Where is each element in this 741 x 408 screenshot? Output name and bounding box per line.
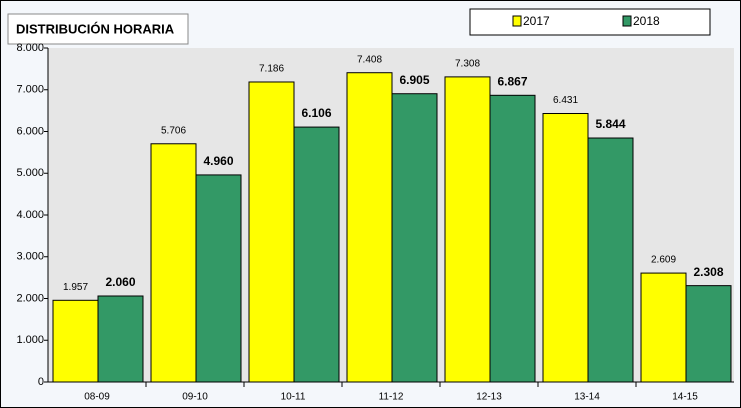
bar (293, 126, 340, 383)
value-label: 7.408 (357, 54, 382, 65)
legend-label: 2017 (523, 14, 550, 28)
x-tick-label: 10-11 (281, 392, 306, 403)
legend-swatch (622, 15, 632, 27)
x-tick-label: 11-12 (379, 392, 404, 403)
value-label: 7.186 (259, 64, 284, 75)
bar (346, 72, 393, 383)
bar (489, 94, 536, 383)
bar (542, 113, 589, 383)
y-tick-label: 6.000 (16, 125, 44, 137)
x-tick-label: 13-14 (574, 392, 600, 403)
legend-label: 2018 (633, 14, 660, 28)
value-label: 2.060 (105, 275, 135, 289)
value-label: 6.431 (553, 95, 578, 106)
y-tick-label: 0 (38, 376, 44, 388)
y-tick-label: 3.000 (16, 251, 44, 263)
bar (391, 93, 438, 383)
value-label: 1.957 (63, 282, 88, 293)
x-tick-label: 08-09 (84, 392, 110, 403)
x-tick-label: 09-10 (182, 392, 208, 403)
y-tick-label: 8.000 (16, 42, 44, 54)
title-box (7, 13, 189, 45)
chart-title: DISTRIBUCIÓN HORARIA (16, 21, 175, 36)
bar (587, 137, 634, 383)
bar (52, 299, 99, 383)
bar (640, 272, 687, 383)
bar (97, 295, 144, 383)
bar (150, 143, 197, 383)
value-label: 5.706 (161, 125, 186, 136)
value-label: 6.867 (497, 74, 527, 88)
value-label: 4.960 (203, 154, 233, 168)
legend-box (469, 8, 711, 36)
value-label: 2.609 (651, 255, 676, 266)
y-tick-label: 4.000 (16, 209, 44, 221)
bar (195, 174, 242, 383)
bar (685, 285, 732, 383)
legend-swatch (512, 15, 522, 27)
x-tick-label: 14-15 (672, 392, 698, 403)
y-tick-label: 2.000 (16, 292, 44, 304)
value-label: 7.308 (455, 59, 480, 70)
value-label: 2.308 (693, 265, 723, 279)
y-tick-label: 7.000 (16, 84, 44, 96)
value-label: 6.905 (399, 73, 429, 87)
y-tick-label: 5.000 (16, 167, 44, 179)
value-label: 6.106 (301, 106, 331, 120)
value-label: 5.844 (595, 117, 625, 131)
x-tick-label: 12-13 (476, 392, 502, 403)
bar (248, 81, 295, 383)
bar (444, 76, 491, 383)
y-tick-label: 1.000 (16, 334, 44, 346)
